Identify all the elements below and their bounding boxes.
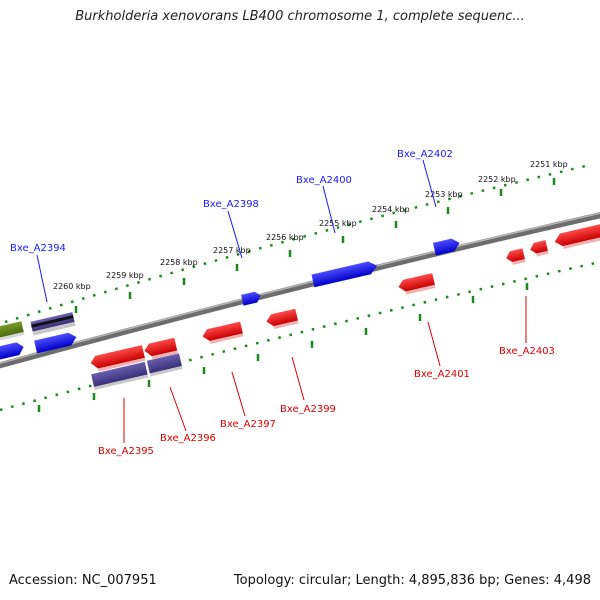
- gene-Bxe_A2402[interactable]: [432, 237, 461, 256]
- gene-feature-red[interactable]: [529, 240, 549, 257]
- gene-Bxe_A2401[interactable]: [397, 273, 436, 296]
- gene-label[interactable]: Bxe_A2396: [160, 433, 216, 444]
- gene-label[interactable]: Bxe_A2397: [220, 419, 276, 430]
- gene-label[interactable]: Bxe_A2403: [499, 346, 555, 357]
- gene-labels: Bxe_A2394 Bxe_A2398 Bxe_A2400 Bxe_A2402 …: [10, 149, 555, 457]
- tick-label: 2252 kbp: [478, 175, 516, 184]
- genome-summary-text: Topology: circular; Length: 4,895,836 bp…: [233, 573, 591, 588]
- forward-tick-track: [4, 163, 591, 324]
- gene-label[interactable]: Bxe_A2402: [397, 149, 453, 160]
- major-ticks-reverse: [37, 283, 529, 412]
- gene-Bxe_A2396[interactable]: [143, 337, 178, 361]
- gene-Bxe_A2395-rna[interactable]: [91, 361, 149, 390]
- gene-feature-blue[interactable]: [0, 341, 25, 361]
- gene-label[interactable]: Bxe_A2395: [98, 446, 154, 457]
- tick-label: 2260 kbp: [53, 282, 91, 291]
- forward-features: [0, 237, 461, 361]
- leader-line: [227, 210, 243, 259]
- leader-line: [169, 386, 187, 432]
- tick-labels: 2251 kbp 2252 kbp 2253 kbp 2254 kbp 2255…: [53, 160, 568, 291]
- reverse-features: [89, 223, 600, 390]
- tick-label: 2254 kbp: [372, 205, 410, 214]
- gene-Bxe_A2394[interactable]: [34, 331, 78, 354]
- tick-label: 2255 kbp: [319, 219, 357, 228]
- tick-label: 2257 kbp: [213, 246, 251, 255]
- accession-text: Accession: NC_007951: [9, 573, 157, 588]
- chromosome-backbone: [0, 212, 600, 369]
- major-ticks-forward: [74, 178, 556, 313]
- tick-label: 2259 kbp: [106, 271, 144, 280]
- tick-label: 2256 kbp: [266, 233, 304, 242]
- leader-line: [231, 371, 246, 417]
- gene-Bxe_A2399[interactable]: [265, 308, 299, 331]
- gene-Bxe_A2400[interactable]: [311, 260, 378, 288]
- tick-label: 2253 kbp: [425, 190, 463, 199]
- gene-label[interactable]: Bxe_A2399: [280, 404, 336, 415]
- leader-line: [427, 321, 441, 367]
- leader-line: [291, 356, 305, 401]
- rna-feature[interactable]: [30, 312, 76, 336]
- leader-line: [322, 185, 336, 234]
- gene-feature-red[interactable]: [553, 223, 600, 251]
- tick-label: 2258 kbp: [160, 258, 198, 267]
- chromosome-backbone-highlight: [0, 212, 600, 365]
- gene-feature-green[interactable]: [0, 321, 25, 342]
- gene-Bxe_A2398[interactable]: [241, 291, 262, 306]
- map-title: Burkholderia xenovorans LB400 chromosome…: [75, 9, 525, 24]
- gene-Bxe_A2403[interactable]: [505, 248, 526, 266]
- gene-label[interactable]: Bxe_A2401: [414, 369, 470, 380]
- leader-line: [422, 159, 437, 208]
- gene-Bxe_A2396-rna[interactable]: [146, 353, 183, 377]
- gene-label[interactable]: Bxe_A2394: [10, 243, 66, 254]
- gene-Bxe_A2397[interactable]: [201, 321, 244, 346]
- leader-line: [36, 254, 48, 303]
- gene-label[interactable]: Bxe_A2398: [203, 199, 259, 210]
- gene-Bxe_A2395[interactable]: [89, 345, 146, 373]
- gene-label[interactable]: Bxe_A2400: [296, 175, 352, 186]
- label-leaders: [36, 159, 527, 443]
- tick-label: 2251 kbp: [530, 160, 568, 169]
